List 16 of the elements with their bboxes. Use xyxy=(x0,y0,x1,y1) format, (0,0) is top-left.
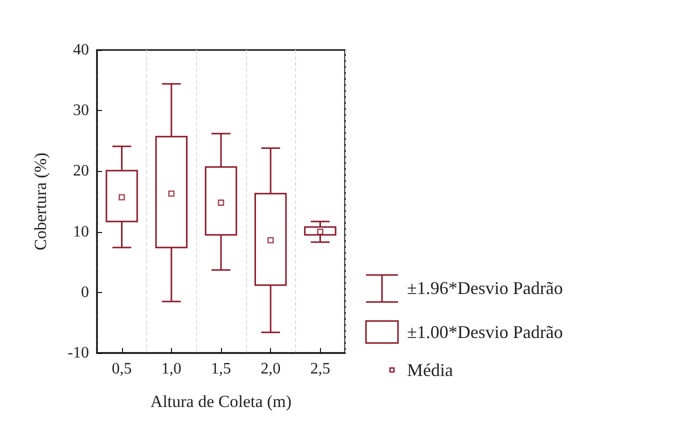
y-tick-label: 20 xyxy=(73,162,89,180)
y-tick-label: 40 xyxy=(73,42,89,58)
text: Média xyxy=(407,360,453,380)
x-tick-label: 1,0 xyxy=(161,360,182,378)
y-tick-label: 30 xyxy=(73,102,89,120)
y-tick-label: 10 xyxy=(73,223,89,240)
x-tick-label: 2,5 xyxy=(310,360,330,378)
x-tick-label: 0,5 xyxy=(112,360,132,378)
y-axis-title: Cobertura (%) xyxy=(31,152,50,250)
y-tick-label: 0 xyxy=(81,284,89,301)
x-tick-label: 1,5 xyxy=(211,360,231,378)
x-tick-label: 2,0 xyxy=(260,360,281,378)
text: ±1.00*Desvio Padrão xyxy=(407,322,563,342)
x-axis-title: Altura de Coleta (m) xyxy=(150,392,292,411)
text: ±1.96*Desvio Padrão xyxy=(407,278,563,298)
y-tick-label: -10 xyxy=(68,344,89,362)
